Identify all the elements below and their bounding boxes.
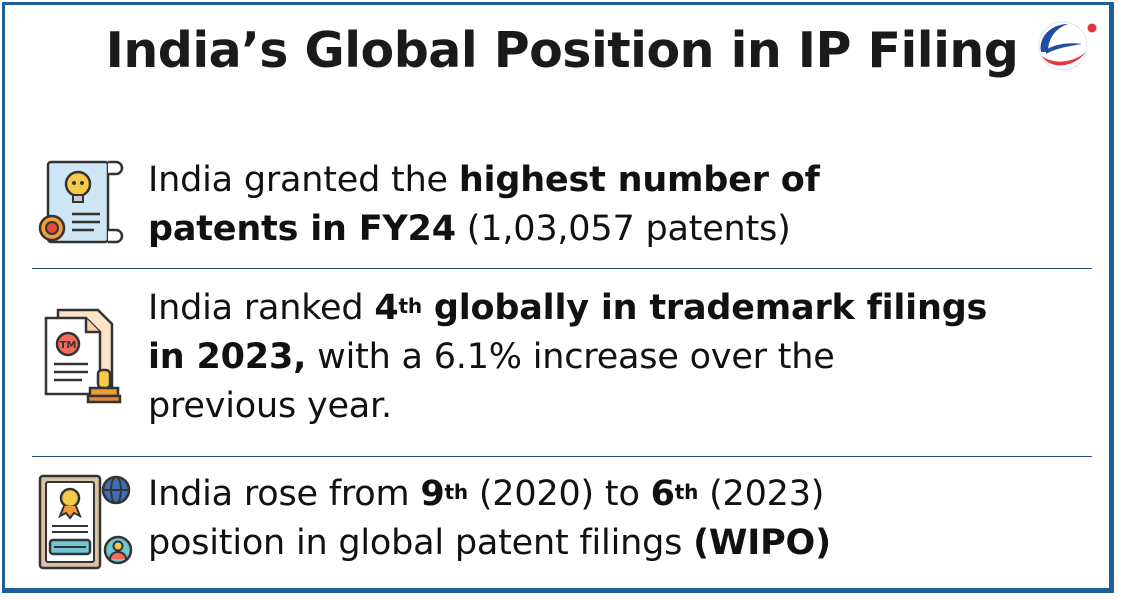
svg-text:TM: TM [60, 340, 77, 351]
list-item: India rose from 9th (2020) to 6th (2023)… [0, 458, 1124, 584]
globe-swoosh-logo [1038, 21, 1097, 71]
global-patent-certificate-icon [38, 474, 133, 570]
divider [32, 268, 1092, 269]
item-text: India rose from 9th (2020) to 6th (2023)… [148, 474, 831, 563]
page-frame [2, 2, 1114, 593]
list-item: TM India ranked 4th globally in trademar… [0, 270, 1124, 456]
list-item: India granted the highest number of pate… [0, 150, 1124, 268]
item-text: India granted the highest number of pate… [148, 160, 820, 249]
item-text: India ranked 4th globally in trademark f… [148, 288, 988, 426]
divider [32, 456, 1092, 457]
trademark-document-stamp-icon: TM [44, 308, 122, 404]
page-title: India’s Global Position in IP Filing [105, 22, 1019, 79]
patent-certificate-lightbulb-icon [38, 160, 124, 244]
